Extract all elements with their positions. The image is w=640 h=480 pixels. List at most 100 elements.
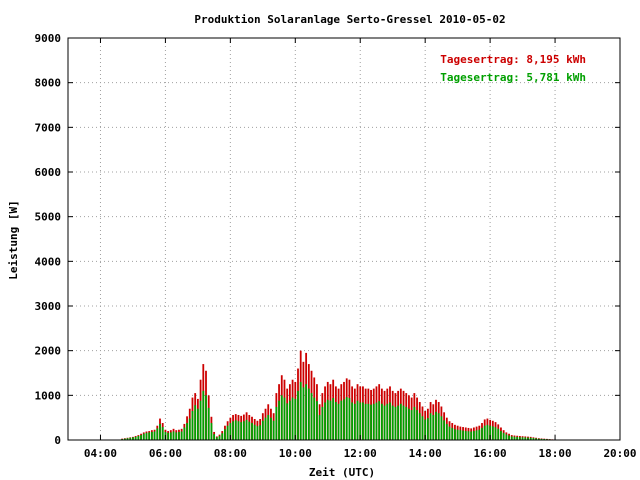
bar-green: [310, 393, 313, 440]
bar-green: [399, 403, 402, 440]
bar-green: [405, 406, 408, 440]
bar-green: [470, 431, 473, 440]
bar-green: [294, 398, 297, 440]
bar-green: [378, 401, 381, 440]
bar-green: [302, 387, 305, 440]
x-axis-ticks: 04:00 06:00 08:00 10:00 12:00 14:00 16:00 18:00…: [84, 38, 637, 460]
x-tick-label: 12:00: [344, 447, 377, 460]
bar-green: [359, 402, 362, 440]
bar-green: [123, 438, 126, 440]
bar-green: [380, 403, 383, 440]
bar-green: [267, 414, 270, 440]
bar-green: [253, 424, 256, 440]
x-tick-label: 10:00: [279, 447, 312, 460]
bar-green: [435, 411, 437, 440]
bar-green: [161, 427, 164, 440]
bar-green: [500, 431, 502, 440]
bar-green: [137, 435, 140, 440]
bar-green: [348, 398, 351, 440]
bar-green: [456, 429, 459, 440]
y-axis-ticks: 0 1000 2000 3000 4000 5000 6000 7000 8000 9000: [35, 32, 620, 447]
bar-green: [150, 431, 153, 440]
bar-green: [389, 402, 391, 440]
bar-green: [491, 426, 494, 440]
bar-green: [432, 414, 435, 440]
bar-green: [240, 422, 243, 440]
y-tick-label: 8000: [35, 77, 62, 90]
bar-green: [313, 397, 316, 440]
bar-green: [169, 432, 172, 440]
bar-green: [178, 431, 180, 440]
y-tick-label: 4000: [35, 255, 62, 268]
bar-green: [343, 399, 345, 440]
bar-green: [524, 437, 527, 440]
bar-green: [153, 431, 156, 440]
bar-green: [129, 437, 132, 440]
x-tick-label: 20:00: [603, 447, 636, 460]
bar-green: [472, 431, 475, 440]
bar-green: [481, 427, 483, 440]
x-tick-label: 04:00: [84, 447, 117, 460]
bar-green: [353, 403, 356, 440]
x-tick-label: 08:00: [214, 447, 247, 460]
chart-title: Produktion Solaranlage Serto-Gressel 201…: [194, 13, 505, 26]
bar-green: [413, 406, 416, 440]
bar-green: [324, 402, 326, 440]
bar-green: [180, 431, 183, 440]
bar-green: [221, 433, 224, 440]
bar-green: [237, 421, 240, 440]
bar-green: [502, 432, 505, 440]
bar-green: [210, 423, 213, 440]
y-tick-label: 7000: [35, 121, 62, 134]
bar-green: [226, 425, 229, 440]
bar-green: [242, 421, 245, 440]
bar-green: [454, 429, 456, 440]
bar-green: [397, 405, 400, 440]
bar-green: [270, 417, 272, 440]
bar-green: [256, 426, 259, 440]
bar-green: [145, 432, 148, 440]
bar-green: [218, 435, 221, 440]
bar-green: [345, 397, 348, 440]
bar-green: [505, 434, 508, 440]
bar-green: [207, 407, 210, 440]
bar-green: [251, 423, 253, 440]
y-tick-label: 6000: [35, 166, 62, 179]
bar-green: [416, 410, 418, 440]
bar-green: [510, 436, 513, 440]
bar-green: [518, 437, 521, 440]
bar-green: [272, 420, 275, 440]
bar-green: [486, 424, 489, 440]
bar-green: [307, 388, 310, 440]
bar-green: [451, 427, 454, 440]
bar-green: [445, 423, 448, 440]
bar-green: [288, 400, 291, 440]
bar-green: [275, 406, 278, 440]
bar-green: [199, 400, 202, 440]
bar-green: [532, 438, 535, 440]
bar-green: [424, 419, 427, 440]
bar-green: [188, 418, 191, 440]
bar-green: [326, 399, 329, 440]
bar-green: [213, 434, 216, 440]
bar-green: [537, 438, 540, 440]
bar-green: [205, 395, 207, 440]
bar-green: [291, 397, 294, 440]
bar-green: [478, 429, 481, 440]
bar-green: [261, 420, 264, 440]
bar-green: [462, 430, 464, 440]
bar-green: [194, 405, 197, 440]
bar-green: [437, 413, 440, 440]
bar-green: [364, 403, 367, 440]
x-tick-label: 16:00: [474, 447, 507, 460]
bar-green: [489, 425, 492, 440]
bar-green: [340, 400, 343, 440]
bar-green: [367, 403, 370, 440]
bar-green: [410, 410, 413, 440]
bar-green: [142, 433, 145, 440]
bar-green: [483, 425, 486, 440]
bar-green: [259, 425, 262, 440]
bar-green: [215, 437, 218, 440]
bar-green: [494, 427, 497, 440]
